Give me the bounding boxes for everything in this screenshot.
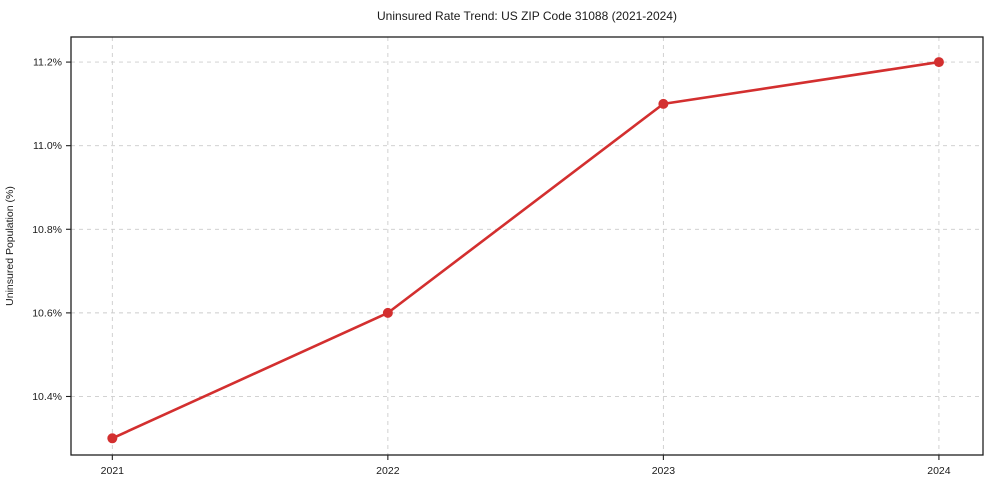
series-line-uninsured-rate	[111, 60, 941, 440]
x-tick-label: 2022	[376, 465, 400, 477]
x-tick-label: 2021	[101, 465, 125, 477]
y-tick-label: 10.8%	[32, 224, 62, 236]
data-point-2021	[107, 433, 118, 444]
data-point-2024	[933, 57, 944, 68]
y-tick-label: 11.2%	[33, 57, 62, 69]
y-tick-label: 11.0%	[33, 140, 62, 152]
x-tick-label: 2024	[927, 465, 951, 477]
chart-title: Uninsured Rate Trend: US ZIP Code 31088 …	[377, 9, 677, 23]
data-point-2022	[382, 307, 393, 318]
x-tick-label: 2023	[652, 465, 676, 477]
y-tick-label: 10.6%	[32, 307, 62, 319]
plot-border	[70, 36, 984, 456]
data-point-2023	[658, 98, 669, 109]
y-tick-label: 10.4%	[32, 391, 62, 403]
